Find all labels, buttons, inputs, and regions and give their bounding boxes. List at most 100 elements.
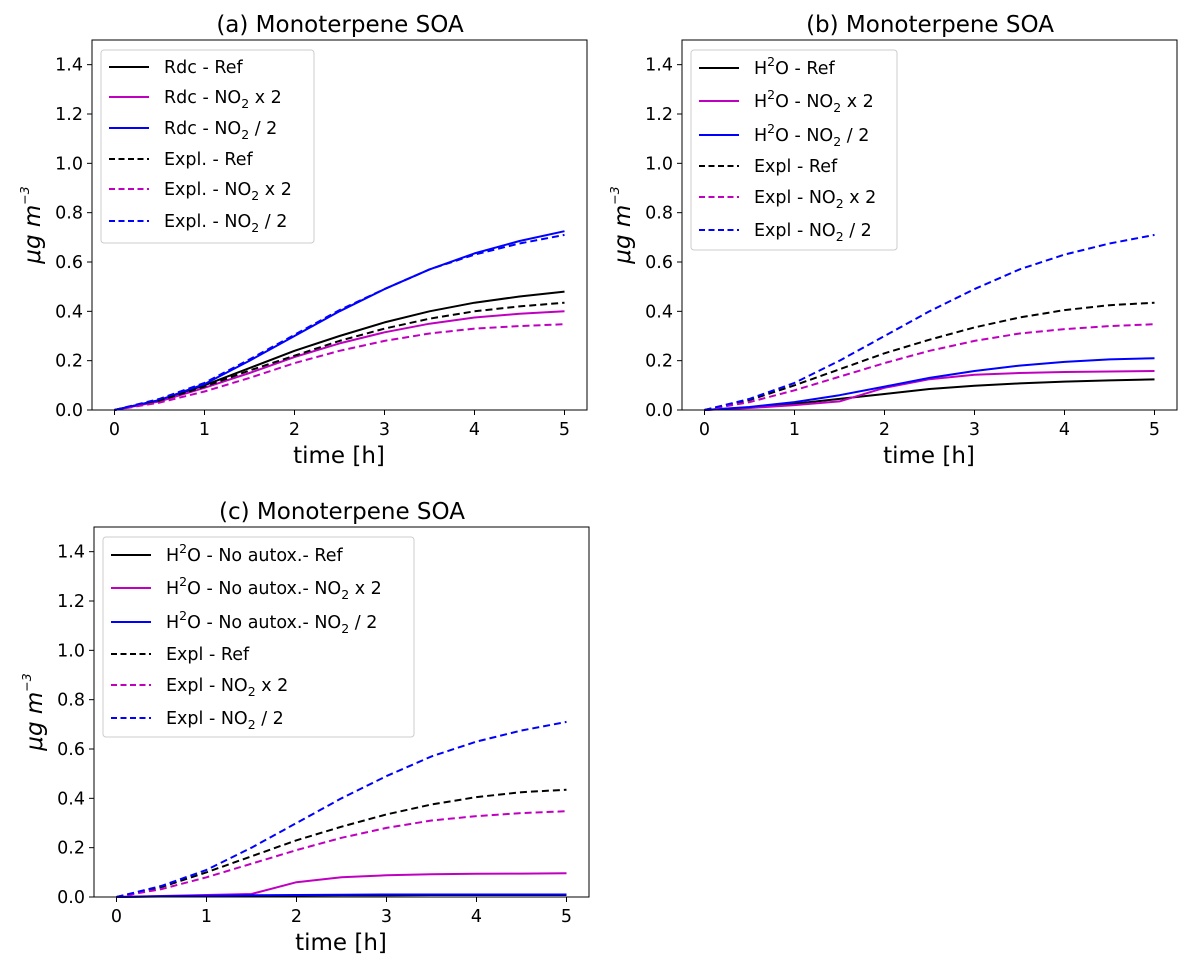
y-tick-label: 1.0: [645, 154, 673, 174]
y-tick-label: 1.2: [57, 592, 85, 612]
series-line-3: [114, 230, 565, 411]
legend-box: [690, 49, 898, 251]
x-tick-label: 0: [111, 907, 122, 927]
legend-label: Expl - Ref: [754, 157, 838, 177]
tick-group: 0 1 2 3 4 5 0.0 0.2 0.4 0.6 0.8 1.0 1.2 1.4: [55, 56, 570, 440]
x-axis-label: time [h]: [293, 443, 385, 469]
panel-c: (c) Monoterpene SOA 0 1 2 3 4 5 0.0 0.2 0.4 0.6 0.…: [19, 499, 590, 956]
y-tick-label: 1.4: [55, 56, 83, 76]
panel-a: (a) Monoterpene SOA 0 1 2 3 4 5 0.0 0.2 0.4 0.6 0.…: [17, 12, 588, 469]
series-line-4: [116, 788, 567, 898]
plot-frame: [93, 526, 590, 898]
legend-label: Rdc - NO2 x 2: [164, 88, 282, 111]
x-tick-label: 0: [109, 420, 120, 440]
y-tick-label: 1.2: [55, 105, 83, 125]
series-line-1: [704, 378, 1155, 411]
x-tick-label: 0: [699, 420, 710, 440]
y-tick-label: 1.0: [57, 641, 85, 661]
plot-frame: [91, 39, 588, 411]
legend-label: H2O - NO2 x 2: [754, 87, 874, 115]
x-tick-label: 5: [1149, 420, 1160, 440]
legend-box: [102, 536, 415, 738]
legend-label: Expl - NO2 x 2: [754, 188, 876, 211]
series-lines: [114, 230, 565, 411]
y-axis-label: μg m−3: [17, 186, 46, 264]
legend-label: H2O - Ref: [754, 54, 835, 79]
y-tick-label: 0.6: [55, 253, 83, 273]
series-line-4: [704, 301, 1155, 411]
series-line-5: [116, 810, 567, 898]
y-tick-label: 0.8: [57, 691, 85, 711]
legend-label: Rdc - NO2 / 2: [164, 119, 277, 142]
legend-label: Expl. - NO2 / 2: [164, 212, 287, 235]
y-tick-label: 0.0: [55, 401, 83, 421]
x-tick-label: 5: [559, 420, 570, 440]
x-tick-label: 2: [879, 420, 890, 440]
legend-label: Rdc - Ref: [164, 58, 243, 78]
y-axis-label: μg m−3: [19, 673, 48, 751]
y-tick-label: 0.6: [645, 253, 673, 273]
x-axis-label: time [h]: [883, 443, 975, 469]
legend-label: Expl. - NO2 x 2: [164, 180, 292, 203]
x-tick-label: 5: [561, 907, 572, 927]
chart-title: (a) Monoterpene SOA: [216, 12, 464, 38]
series-line-3: [116, 893, 567, 898]
x-tick-label: 1: [199, 420, 210, 440]
x-tick-label: 3: [969, 420, 980, 440]
legend-box: [100, 49, 315, 244]
legend-label: H2O - NO2 / 2: [754, 121, 869, 149]
y-axis-label: μg m−3: [607, 186, 636, 264]
legend-label: Expl - NO2 / 2: [754, 221, 872, 244]
y-tick-label: 0.4: [55, 302, 83, 322]
chart-title: (b) Monoterpene SOA: [806, 12, 1054, 38]
legend: Rdc - Ref Rdc - NO2 x 2 Rdc - NO2 / 2 Ex…: [100, 49, 315, 244]
y-tick-label: 0.4: [57, 789, 85, 809]
x-tick-label: 4: [471, 907, 482, 927]
y-tick-label: 0.0: [645, 401, 673, 421]
tick-group: 0 1 2 3 4 5 0.0 0.2 0.4 0.6 0.8 1.0 1.2 1.4: [645, 56, 1160, 440]
y-tick-label: 0.8: [645, 204, 673, 224]
tick-group: 0 1 2 3 4 5 0.0 0.2 0.4 0.6 0.8 1.0 1.2 1.4: [57, 543, 572, 927]
x-tick-label: 2: [289, 420, 300, 440]
series-line-6: [116, 720, 567, 898]
series-lines: [116, 720, 567, 898]
series-line-6: [704, 233, 1155, 411]
x-tick-label: 1: [201, 907, 212, 927]
x-tick-label: 4: [469, 420, 480, 440]
y-tick-label: 1.4: [645, 56, 673, 76]
x-tick-label: 3: [381, 907, 392, 927]
x-axis-label: time [h]: [295, 930, 387, 956]
series-lines: [704, 233, 1155, 411]
x-tick-label: 4: [1059, 420, 1070, 440]
y-tick-label: 0.2: [645, 352, 673, 372]
y-tick-label: 1.4: [57, 543, 85, 563]
series-line-3: [704, 357, 1155, 411]
legend-label: Expl - Ref: [166, 645, 250, 665]
legend-label: H2O - No autox.- Ref: [166, 541, 343, 566]
y-tick-label: 1.2: [645, 105, 673, 125]
y-tick-label: 0.2: [57, 839, 85, 859]
legend: H2O - Ref H2O - NO2 x 2 H2O - NO2 / 2 Ex…: [690, 49, 898, 251]
legend-label: Expl - NO2 x 2: [166, 676, 288, 699]
chart-title: (c) Monoterpene SOA: [219, 499, 465, 525]
series-line-2: [704, 370, 1155, 411]
series-line-2: [114, 310, 565, 411]
y-tick-label: 0.8: [55, 204, 83, 224]
legend-label: H2O - No autox.- NO2 x 2: [166, 574, 382, 602]
x-tick-label: 1: [789, 420, 800, 440]
panel-b: (b) Monoterpene SOA 0 1 2 3 4 5 0.0 0.2 0.4 0.6 0.…: [607, 12, 1178, 469]
y-tick-label: 0.6: [57, 740, 85, 760]
legend-label: H2O - No autox.- NO2 / 2: [166, 608, 377, 636]
legend-label: Expl - NO2 / 2: [166, 709, 284, 732]
legend: H2O - No autox.- Ref H2O - No autox.- NO…: [102, 536, 415, 738]
plot-frame: [681, 39, 1178, 411]
series-line-5: [114, 323, 565, 411]
x-tick-label: 2: [291, 907, 302, 927]
y-tick-label: 0.2: [55, 352, 83, 372]
y-tick-label: 1.0: [55, 154, 83, 174]
x-tick-label: 3: [379, 420, 390, 440]
y-tick-label: 0.0: [57, 888, 85, 908]
series-line-6: [114, 233, 565, 411]
y-tick-label: 0.4: [645, 302, 673, 322]
